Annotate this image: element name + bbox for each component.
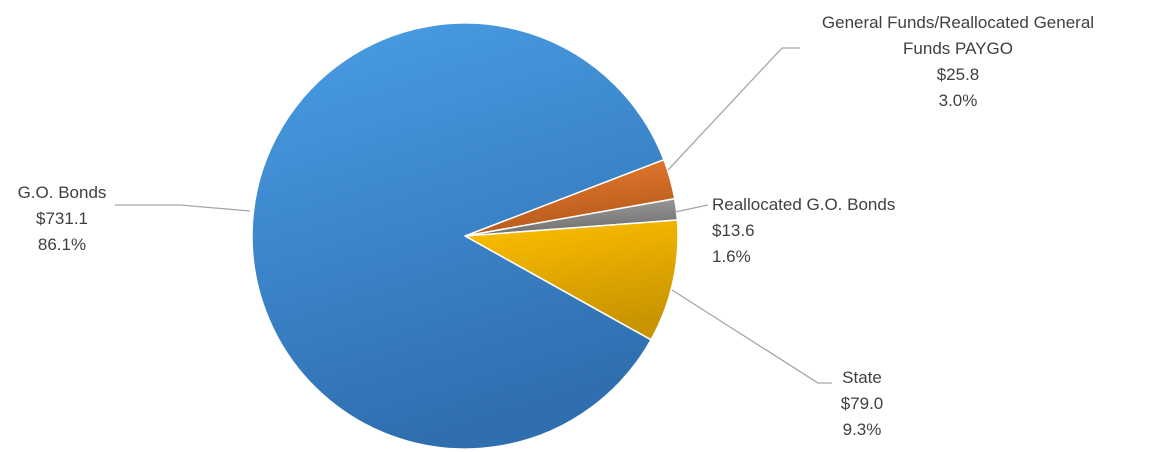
leader-line — [115, 204, 251, 212]
data-label: G.O. Bonds $731.1 86.1% — [18, 183, 107, 254]
data-label-percent: 9.3% — [843, 420, 882, 439]
leader-lines — [115, 47, 832, 384]
data-label: General Funds/Reallocated General Funds P… — [822, 13, 1094, 110]
data-label-name: State — [842, 368, 882, 387]
data-label-value: $13.6 — [712, 221, 755, 240]
data-label-name: G.O. Bonds — [18, 183, 107, 202]
slice-labels: General Funds/Reallocated General Funds P… — [18, 13, 1095, 439]
data-label-percent: 3.0% — [939, 91, 978, 110]
data-label-value: $79.0 — [841, 394, 884, 413]
data-label-percent: 86.1% — [38, 235, 86, 254]
data-label: Reallocated G.O. Bonds $13.6 1.6% — [712, 195, 895, 266]
leader-line — [671, 289, 832, 384]
data-label-value: $25.8 — [937, 65, 980, 84]
pie-slice-g-o-bonds — [251, 22, 665, 450]
data-label-value: $731.1 — [36, 209, 88, 228]
data-label: State $79.0 9.3% — [841, 368, 884, 439]
data-label-name: Funds PAYGO — [903, 39, 1013, 58]
data-label-name: General Funds/Reallocated General — [822, 13, 1094, 32]
pie-slice-state — [464, 219, 679, 341]
pie-slices — [251, 22, 679, 450]
leader-line — [674, 204, 709, 213]
data-label-name: Reallocated G.O. Bonds — [712, 195, 895, 214]
leader-line — [667, 47, 800, 171]
data-label-percent: 1.6% — [712, 247, 751, 266]
